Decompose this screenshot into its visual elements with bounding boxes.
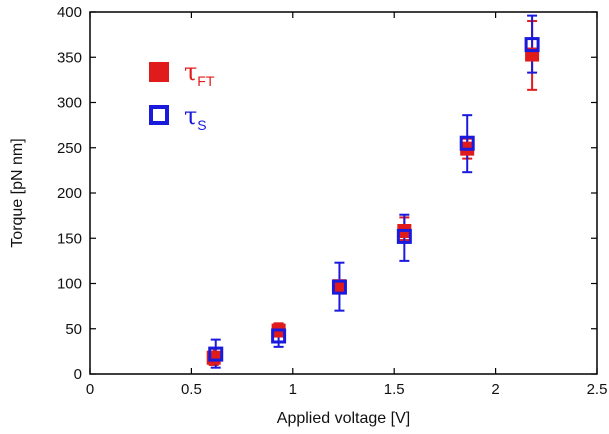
- legend-label-tau-s: τS: [184, 102, 207, 133]
- series-s-point: [396, 228, 412, 244]
- y-tick-label: 200: [57, 185, 82, 202]
- series-s-point: [524, 37, 540, 53]
- legend-marker-tau-ft: [149, 62, 169, 82]
- error-bars: [208, 14, 538, 369]
- x-tick-label: 0.5: [181, 381, 202, 398]
- series-s-point: [331, 279, 347, 295]
- x-tick-label: 0: [86, 381, 94, 398]
- y-axis-label: Torque [pN nm]: [9, 138, 26, 247]
- y-tick-label: 250: [57, 140, 82, 157]
- ticks: [89, 11, 598, 375]
- x-tick-label: 1: [289, 381, 297, 398]
- series-s-point: [459, 135, 475, 151]
- y-tick-label: 150: [57, 230, 82, 247]
- y-tick-label: 50: [65, 321, 82, 338]
- x-tick-label: 2: [491, 381, 499, 398]
- y-tick-label: 100: [57, 276, 82, 293]
- series-s-point: [208, 346, 224, 362]
- series-s-point: [271, 328, 287, 344]
- legend-label-tau-ft: τFT: [184, 58, 215, 89]
- series-ft-point: [332, 279, 347, 294]
- legend-marker-tau-s: [149, 105, 169, 125]
- series-s-error-bar: [527, 14, 538, 74]
- markers: [206, 37, 540, 365]
- x-tick-label: 2.5: [587, 381, 608, 398]
- x-axis-label: Applied voltage [V]: [277, 410, 410, 427]
- legend: τFT τS: [149, 58, 215, 133]
- y-tick-label: 400: [57, 4, 82, 21]
- y-tick-label: 350: [57, 49, 82, 66]
- tick-labels: 0 0.5 1 1.5 2 2.5 0 50 100 150 200 250 300 350 400: [57, 4, 607, 398]
- x-tick-label: 1.5: [384, 381, 405, 398]
- y-tick-label: 0: [74, 366, 82, 383]
- y-tick-label: 300: [57, 95, 82, 112]
